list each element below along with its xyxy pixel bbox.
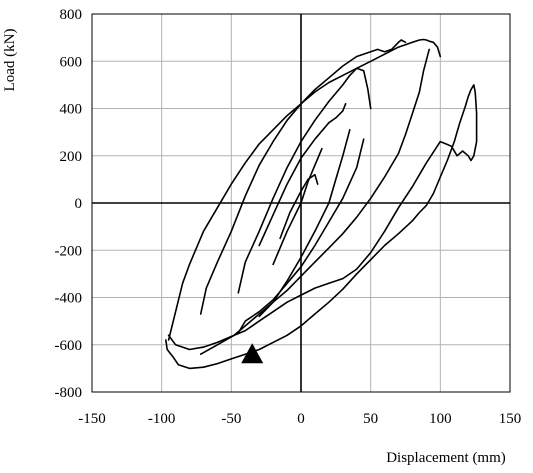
series-line-9 xyxy=(272,147,323,266)
series-line-3 xyxy=(199,48,431,356)
x-tick-labels: -150 -100 -50 0 50 100 150 xyxy=(78,411,521,427)
x-tick-label: 100 xyxy=(429,411,452,427)
y-tick-label: 0 xyxy=(75,196,83,212)
series-group xyxy=(165,38,478,370)
series-line-8 xyxy=(258,103,347,247)
series-line-4 xyxy=(199,39,407,315)
y-tick-label: 400 xyxy=(60,102,83,118)
y-axis-title: Load (kN) xyxy=(2,29,18,92)
series-line-10 xyxy=(279,173,319,240)
y-tick-label: 800 xyxy=(60,7,83,23)
y-tick-label: -400 xyxy=(55,291,83,307)
y-tick-label: -600 xyxy=(55,338,83,354)
y-tick-label: -200 xyxy=(55,243,83,259)
x-tick-label: -50 xyxy=(221,411,241,427)
x-tick-label: 0 xyxy=(297,411,305,427)
series-line-1 xyxy=(165,84,478,370)
y-tick-label: -800 xyxy=(55,385,83,401)
series-line-2 xyxy=(167,38,442,341)
y-tick-label: 200 xyxy=(60,149,83,165)
y-tick-label: 600 xyxy=(60,54,83,70)
series-line-7 xyxy=(258,129,351,318)
plot-area-frame xyxy=(91,13,511,393)
y-tick-labels: -800 -600 -400 -200 0 200 400 600 800 xyxy=(55,7,83,401)
triangle-marker xyxy=(241,343,264,364)
series-line-6 xyxy=(237,67,372,294)
x-tick-label: 150 xyxy=(499,411,522,427)
marker-group xyxy=(241,343,264,364)
x-tick-label: -150 xyxy=(78,411,106,427)
x-axis-title: Displacement (mm) xyxy=(386,450,506,466)
series-line-5 xyxy=(237,138,365,334)
x-tick-label: 50 xyxy=(363,411,378,427)
x-tick-label: -100 xyxy=(148,411,176,427)
